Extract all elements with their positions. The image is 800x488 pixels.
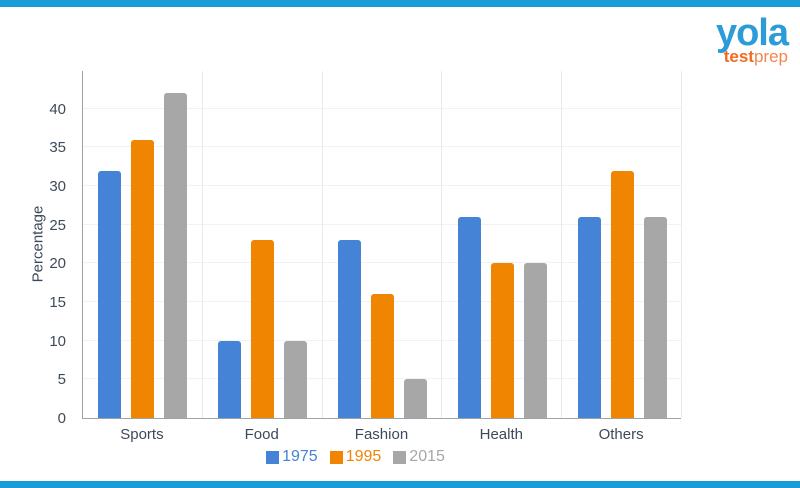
bar-health-1975 xyxy=(457,216,481,418)
y-tick-label: 30 xyxy=(49,178,66,195)
legend-swatch-icon xyxy=(266,450,280,464)
logo-name: yola xyxy=(715,12,789,54)
bar-sports-1995 xyxy=(131,139,155,418)
vertical-gridline xyxy=(321,71,323,418)
x-axis-category-labels: Sports Food Fashion Health Others xyxy=(82,426,681,444)
legend-item-1995: 1995 xyxy=(329,448,382,466)
logo-tagline: testprep xyxy=(716,48,788,65)
bar-sports-1975 xyxy=(98,170,122,418)
vertical-gridline xyxy=(441,71,443,418)
legend-label: 2015 xyxy=(409,448,445,465)
bar-others-1995 xyxy=(610,170,634,418)
bar-health-2015 xyxy=(523,263,547,418)
legend-label: 1995 xyxy=(345,448,382,465)
y-tick-label: 25 xyxy=(49,216,66,234)
vertical-gridline xyxy=(561,71,563,418)
horizontal-gridline xyxy=(83,146,681,148)
y-tick-label: 20 xyxy=(49,255,66,273)
bar-health-1995 xyxy=(490,263,514,418)
top-accent-bar xyxy=(0,0,800,7)
bar-others-2015 xyxy=(643,216,667,418)
logo-tagline-bold: test xyxy=(723,47,754,66)
legend-item-1975: 1975 xyxy=(266,448,318,466)
bar-food-1975 xyxy=(218,340,242,418)
bar-food-2015 xyxy=(284,340,308,418)
bar-fashion-2015 xyxy=(404,379,427,418)
bar-sports-2015 xyxy=(164,93,188,418)
y-tick-label: 0 xyxy=(57,410,66,427)
category-label-sports: Sports xyxy=(120,426,164,443)
chart-legend: 1975 1995 2015 xyxy=(30,447,681,467)
bar-fashion-1975 xyxy=(338,240,361,418)
bottom-accent-bar xyxy=(0,481,800,488)
category-label-fashion: Fashion xyxy=(354,426,409,443)
bar-others-1975 xyxy=(577,216,601,418)
category-label-food: Food xyxy=(244,426,279,443)
y-tick-label: 5 xyxy=(57,371,66,389)
y-tick-label: 10 xyxy=(49,332,66,350)
logo-tagline-light: prep xyxy=(753,47,788,66)
horizontal-gridline xyxy=(83,107,681,109)
legend-item-2015: 2015 xyxy=(393,448,445,466)
bar-food-1995 xyxy=(251,240,275,418)
horizontal-gridline xyxy=(83,185,681,186)
horizontal-gridline xyxy=(83,223,681,225)
brand-logo: yola testprep xyxy=(715,12,789,65)
category-label-others: Others xyxy=(598,426,644,443)
y-tick-label: 35 xyxy=(49,139,66,157)
legend-label: 1975 xyxy=(282,448,318,465)
vertical-gridline xyxy=(201,71,203,418)
y-axis-tick-labels: 0 5 10 15 20 25 30 35 40 xyxy=(0,71,74,427)
legend-swatch-icon xyxy=(329,450,343,464)
vertical-gridline xyxy=(681,71,682,418)
horizontal-gridline xyxy=(83,262,681,264)
category-label-health: Health xyxy=(479,426,523,443)
bar-fashion-1995 xyxy=(371,294,394,418)
legend-swatch-icon xyxy=(393,450,407,464)
y-tick-label: 15 xyxy=(49,294,66,311)
plot-area xyxy=(82,71,682,419)
y-tick-label: 40 xyxy=(49,100,66,118)
